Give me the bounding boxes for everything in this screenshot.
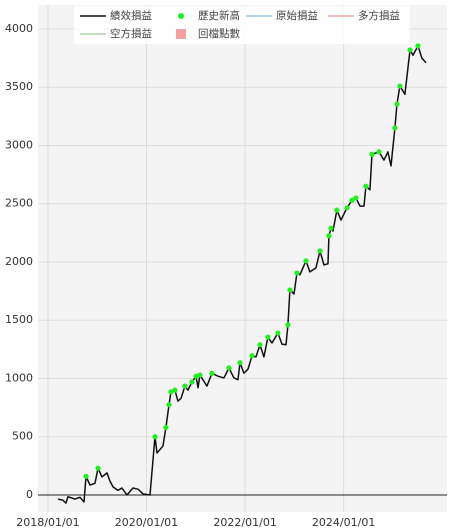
x-tick-label: 2020/01/01 <box>115 516 178 529</box>
new-high-marker <box>397 83 403 89</box>
legend-box <box>74 6 410 44</box>
series-line <box>57 45 427 504</box>
new-high-marker <box>182 383 188 389</box>
new-high-marker <box>265 334 271 340</box>
legend-label: 績效損益 <box>110 9 152 22</box>
new-high-marker <box>152 434 158 440</box>
y-tick-label: 0 <box>26 488 33 501</box>
legend-label: 空方損益 <box>110 27 152 40</box>
new-high-marker <box>353 195 359 201</box>
new-high-marker <box>334 207 340 213</box>
new-high-marker <box>407 47 413 53</box>
legend-label: 多方損益 <box>358 9 400 22</box>
x-tick-label: 2022/01/01 <box>213 516 276 529</box>
new-high-marker <box>415 43 421 49</box>
new-high-marker <box>168 389 174 395</box>
x-tick-label: 2018/01/01 <box>16 516 79 529</box>
new-high-marker <box>303 258 309 264</box>
legend-symbol <box>176 29 186 39</box>
new-high-marker <box>193 373 199 379</box>
new-high-marker <box>294 270 300 276</box>
legend-label: 歷史新高 <box>198 9 240 22</box>
new-high-marker <box>275 330 281 336</box>
new-high-marker <box>226 365 232 371</box>
grid <box>38 5 447 512</box>
new-high-marker <box>197 372 203 378</box>
y-tick-label: 3000 <box>5 138 33 151</box>
new-high-marker <box>189 379 195 385</box>
new-high-marker <box>287 287 293 293</box>
new-high-marker <box>363 183 369 189</box>
new-high-marker <box>326 233 332 239</box>
new-high-marker <box>285 322 291 328</box>
new-high-marker <box>344 205 350 211</box>
new-high-marker <box>257 342 263 348</box>
y-tick-label: 500 <box>12 430 33 443</box>
new-high-marker <box>349 197 355 203</box>
plot-area <box>38 5 447 512</box>
new-high-marker <box>83 473 89 479</box>
y-tick-label: 3500 <box>5 80 33 93</box>
y-tick-label: 2500 <box>5 197 33 210</box>
new-high-marker <box>209 370 215 376</box>
new-high-marker <box>392 125 398 131</box>
legend-symbol <box>178 13 184 19</box>
new-high-marker <box>237 360 243 366</box>
y-tick-label: 4000 <box>5 22 33 35</box>
marks <box>57 43 427 504</box>
new-high-marker <box>166 402 172 408</box>
y-tick-label: 1000 <box>5 371 33 384</box>
y-tick-label: 1500 <box>5 313 33 326</box>
legend-label: 回檔點數 <box>198 27 240 40</box>
new-high-marker <box>249 353 255 359</box>
new-high-marker <box>376 149 382 155</box>
new-high-marker <box>172 387 178 393</box>
new-high-marker <box>328 225 334 231</box>
y-tick-label: 2000 <box>5 255 33 268</box>
new-high-marker <box>163 424 169 431</box>
legend-label: 原始損益 <box>276 9 318 22</box>
new-high-marker <box>394 101 400 107</box>
new-high-marker <box>317 248 323 254</box>
x-tick-label: 2024/01/01 <box>312 516 375 529</box>
new-high-marker <box>95 465 101 471</box>
new-high-marker <box>369 151 375 157</box>
